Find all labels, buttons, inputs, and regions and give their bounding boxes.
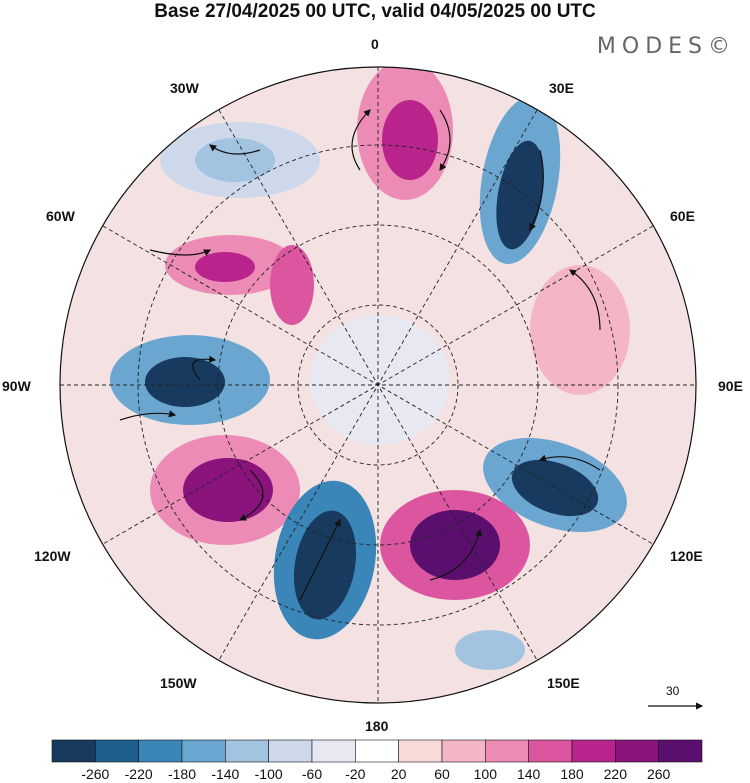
lon-label-90e: 90E — [718, 378, 743, 394]
colorbar-swatch — [95, 739, 139, 763]
colorbar-swatch — [571, 739, 616, 763]
colorbar-tick-label: 60 — [434, 766, 450, 782]
colorbar-tick-label: 140 — [516, 766, 541, 782]
brand-logo: MODES© — [596, 34, 736, 59]
colorbar-swatch — [355, 739, 399, 763]
lon-label-120e: 120E — [670, 548, 703, 564]
colorbar — [51, 739, 703, 763]
lon-label-90w: 90W — [2, 378, 31, 394]
colorbar-tick-label: -220 — [124, 766, 153, 782]
colorbar-tick-label: -260 — [81, 766, 110, 782]
map-title: Base 27/04/2025 00 UTC, valid 04/05/2025… — [154, 1, 596, 22]
lon-label-30e: 30E — [549, 80, 574, 96]
colorbar-tick-label: 180 — [560, 766, 584, 782]
colorbar-tick-label: -20 — [345, 766, 366, 782]
colorbar-swatch — [138, 739, 183, 763]
colorbar-swatch — [658, 739, 703, 763]
colorbar-swatch — [268, 739, 313, 763]
colorbar-tick-label: 100 — [473, 766, 498, 782]
lon-label-60w: 60W — [46, 208, 75, 224]
lon-label-150e: 150E — [547, 675, 580, 691]
colorbar-tick-label: -100 — [254, 766, 283, 782]
colorbar-swatch — [615, 739, 659, 763]
colorbar-swatch — [225, 739, 269, 763]
graticule — [60, 67, 696, 703]
colorbar-tick-label: -140 — [211, 766, 240, 782]
anomaly-field — [110, 67, 630, 670]
colorbar-swatch — [485, 739, 529, 763]
colorbar-tick-label: 20 — [390, 766, 407, 782]
colorbar-tick-label: 260 — [646, 766, 671, 782]
colorbar-swatch — [398, 739, 443, 763]
map-border — [59, 66, 697, 704]
lon-label-30w: 30W — [170, 80, 199, 96]
colorbar-swatch — [441, 739, 486, 763]
wind-vectors — [119, 109, 601, 601]
colorbar-swatch — [311, 739, 356, 763]
colorbar-swatch — [528, 739, 573, 763]
colorbar-swatch — [51, 739, 96, 763]
reference-vector-label: 30 — [666, 684, 680, 698]
colorbar-tick-label: -180 — [167, 766, 197, 782]
lon-label-180: 180 — [365, 718, 389, 734]
lon-label-120w: 120W — [34, 548, 71, 564]
colorbar-swatch — [181, 739, 226, 763]
colorbar-tick-label: -60 — [301, 766, 323, 782]
lon-label-150w: 150W — [160, 675, 197, 691]
lon-label-60e: 60E — [670, 208, 695, 224]
colorbar-tick-label: 220 — [603, 766, 628, 782]
lon-label-0: 0 — [371, 36, 379, 52]
